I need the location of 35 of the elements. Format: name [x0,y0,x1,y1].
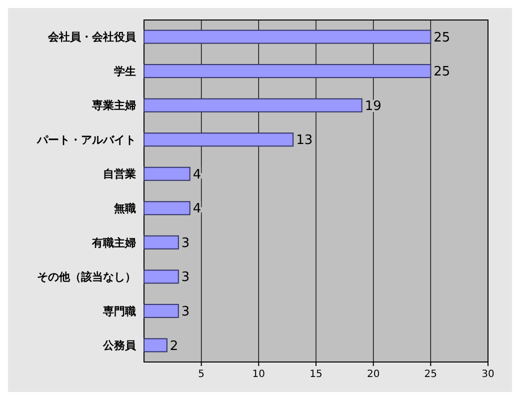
data-label: 4 [192,167,202,182]
x-tick-label: 20 [366,369,380,380]
y-tick-label: 公務員 [102,339,137,352]
bar [144,304,179,318]
bar [144,30,432,44]
y-tick-label: 専門職 [102,304,136,318]
y-tick-label: その他（該当なし） [37,270,136,284]
x-tick-label: 25 [424,369,438,380]
bar [144,235,179,250]
y-tick-label: 会社員・会社役員 [47,30,137,44]
y-tick-label: パート・アルバイト [36,133,136,146]
y-tick-label: 専業主婦 [91,99,136,112]
bar [144,98,362,112]
bar [144,201,190,216]
bar [144,338,168,352]
data-label: 25 [434,64,450,80]
y-tick-label: 学生 [114,64,136,78]
bar [144,132,294,147]
data-label: 3 [181,270,190,286]
y-tick-label: 有職主婦 [91,236,136,250]
data-label: 3 [181,304,190,320]
bar [144,270,179,284]
y-tick-label: 自営業 [103,168,136,181]
data-label: 3 [181,236,190,251]
x-tick-label: 15 [310,369,322,380]
x-tick-label: 5 [198,369,205,380]
y-tick-label: 無職 [113,202,136,215]
data-label: 2 [170,338,178,354]
bar [144,166,190,181]
data-label: 25 [434,30,450,46]
data-label: 13 [296,133,313,148]
x-tick-label: 30 [482,369,494,380]
x-tick-label: 10 [252,369,266,380]
data-label: 4 [192,202,202,217]
bar [144,64,432,78]
